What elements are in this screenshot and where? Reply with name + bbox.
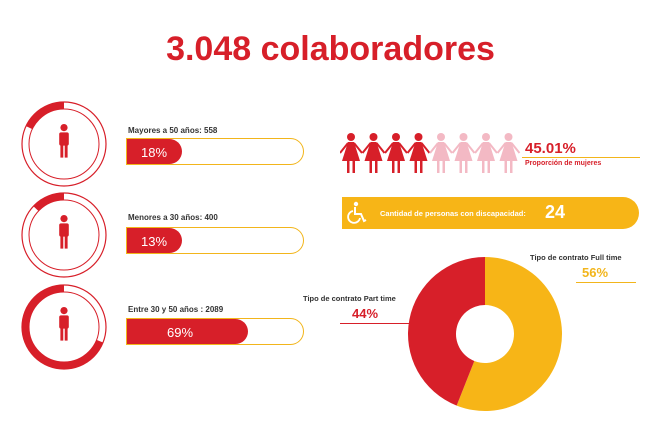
age-bar-1: 18% <box>126 138 304 165</box>
ring-outer <box>21 192 107 278</box>
age-ring-2 <box>21 192 107 278</box>
disability-label: Cantidad de personas con discapacidad: <box>380 209 526 218</box>
age-bar-text-1: 18% <box>141 145 168 160</box>
ring-inner <box>28 108 100 180</box>
person-icon <box>59 307 69 341</box>
woman-icon-1 <box>340 133 363 173</box>
women-divider <box>522 157 640 158</box>
person-icon <box>59 215 69 249</box>
donut-slice-parttime <box>408 257 485 406</box>
age-bar-text-2: 13% <box>141 234 168 249</box>
age-bar-fill-1 <box>127 139 182 164</box>
ring-progress-arc <box>25 102 65 130</box>
age-ring-3 <box>21 284 107 370</box>
ring-progress-arc <box>22 285 104 369</box>
ring-inner <box>28 199 100 271</box>
age-bar-3: 69% <box>126 318 304 345</box>
woman-icon-2 <box>361 133 386 173</box>
fulltime-underline <box>576 282 636 283</box>
women-label: Proporción de mujeres <box>525 160 602 167</box>
disability-bar <box>342 197 639 229</box>
woman-icon-8 <box>496 133 521 173</box>
disability-value: 24 <box>545 202 566 222</box>
age-bar-fill-2 <box>127 228 182 253</box>
person-icon <box>59 124 69 158</box>
age-bar-2: 13% <box>126 227 304 254</box>
age-bar-text-3: 69% <box>167 325 194 340</box>
age-ring-1 <box>21 101 107 187</box>
women-figures <box>340 133 521 173</box>
women-percent: 45.01% <box>525 140 576 157</box>
age-bar-fill-3 <box>127 319 249 344</box>
fulltime-percent: 56% <box>582 265 609 280</box>
age-label-3: Entre 30 y 50 años : 2089 <box>128 305 224 314</box>
age-label-2: Menores a 30 años: 400 <box>128 213 218 222</box>
ring-inner <box>28 291 100 363</box>
wheelchair-icon <box>347 201 367 224</box>
age-label-1: Mayores a 50 años: 558 <box>128 126 218 135</box>
fulltime-label: Tipo de contrato Full time <box>530 253 622 262</box>
woman-icon-4 <box>406 133 431 173</box>
ring-progress-arc <box>33 193 65 212</box>
woman-icon-5 <box>429 133 453 173</box>
parttime-percent: 44% <box>352 306 379 321</box>
parttime-underline <box>340 323 415 324</box>
woman-icon-6 <box>451 133 476 173</box>
donut-slice-fulltime <box>456 257 562 411</box>
woman-icon-7 <box>474 133 498 173</box>
ring-outer <box>21 101 107 187</box>
page-title: 3.048 colaboradores <box>166 30 495 68</box>
parttime-label: Tipo de contrato Part time <box>303 294 396 303</box>
contract-donut-chart <box>408 257 562 411</box>
woman-icon-3 <box>384 133 408 173</box>
